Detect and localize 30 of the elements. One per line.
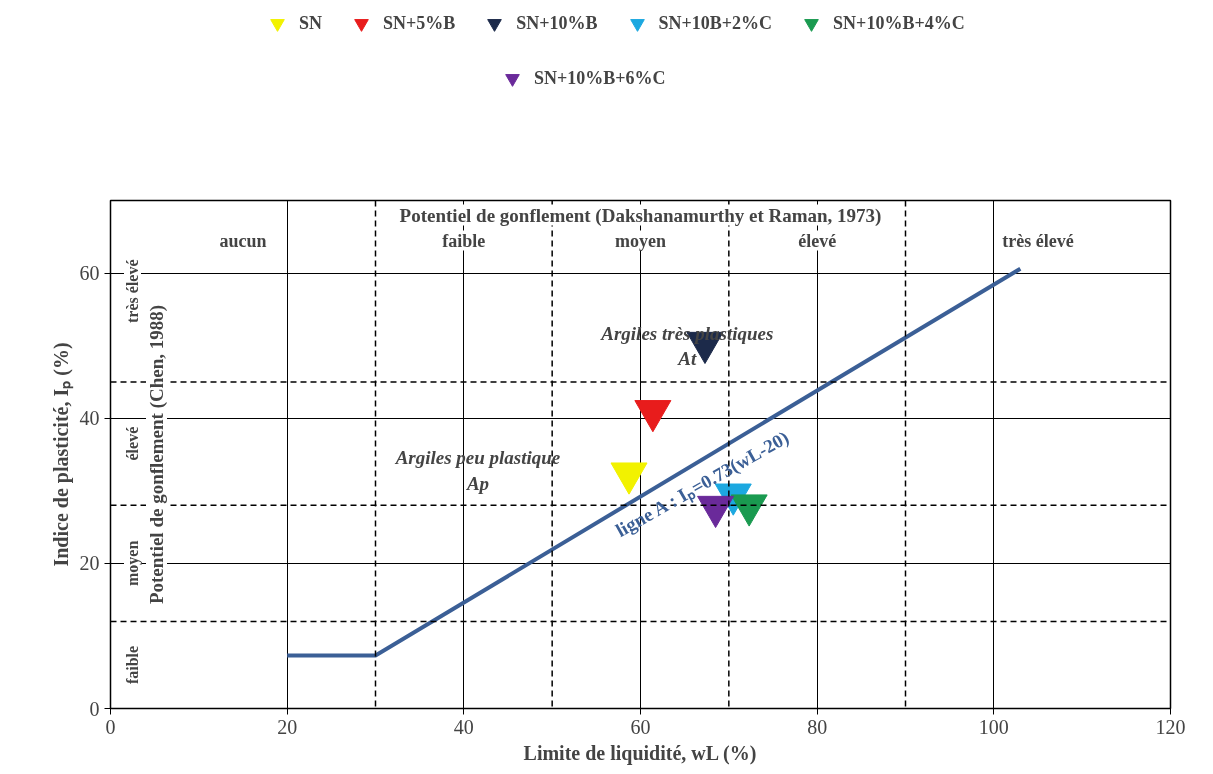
legend-label: SN+5%B <box>383 12 456 34</box>
y-axis-title: Indice de plasticité, Iₚ (%) <box>49 342 74 567</box>
annotation: faible <box>124 645 141 685</box>
annotation: faible <box>442 230 486 251</box>
x-axis-title: Limite de liquidité, wL (%) <box>523 741 757 765</box>
legend-label: SN+10B+2%C <box>658 12 773 34</box>
annotation: moyen <box>615 230 666 251</box>
y-tick-label: 0 <box>89 697 100 720</box>
legend-label: SN+10%B+4%C <box>833 12 965 34</box>
legend-label: SN+10%B <box>516 12 598 34</box>
y-tick-label: 40 <box>79 407 100 430</box>
annotation: Potentiel de gonflement (Chen, 1988) <box>146 304 168 605</box>
x-tick-label: 80 <box>807 715 828 738</box>
y-tick-label: 20 <box>79 552 100 575</box>
x-tick-label: 60 <box>630 715 651 738</box>
y-tick-label: 60 <box>79 262 100 285</box>
annotation: très élevé <box>124 259 141 323</box>
annotation: élevé <box>798 230 837 251</box>
x-tick-label: 100 <box>978 715 1009 738</box>
annotation: moyen <box>124 540 142 587</box>
x-tick-label: 120 <box>1155 715 1186 738</box>
annotation: très élevé <box>1002 230 1074 251</box>
annotation: élevé <box>124 426 141 461</box>
x-tick-label: 0 <box>105 715 116 738</box>
annotation: Potentiel de gonflement (Dakshanamurthy et Raman, 1973) <box>399 204 882 227</box>
annotation: aucun <box>219 230 267 251</box>
x-tick-label: 40 <box>453 715 474 738</box>
legend-label: SN+10%B+6%C <box>534 67 666 89</box>
legend-label: SN <box>299 12 323 34</box>
x-tick-label: 20 <box>277 715 298 738</box>
